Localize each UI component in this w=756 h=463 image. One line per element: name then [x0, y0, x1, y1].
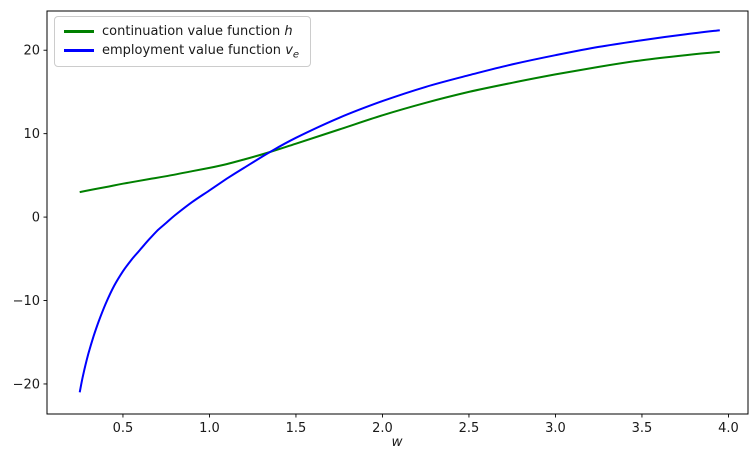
x-tick-label: 4.0 [718, 421, 739, 436]
series-lines [78, 29, 720, 393]
x-tick-label: 2.0 [372, 421, 393, 436]
y-tick-label: 10 [23, 127, 40, 142]
legend: continuation value function h employment… [54, 16, 312, 67]
x-tick-label: 3.0 [545, 421, 566, 436]
legend-line-blue [64, 49, 94, 52]
y-tick-label: 0 [32, 211, 40, 226]
x-axis: 0.5 1.0 1.5 2.0 2.5 3.0 3.5 4.0 [113, 414, 739, 436]
y-tick-label: −10 [13, 294, 40, 309]
y-axis: −20 −10 0 10 20 [13, 44, 47, 392]
legend-line-green [64, 30, 94, 33]
x-tick-label: 1.5 [286, 421, 307, 436]
x-tick-label: 1.0 [199, 421, 220, 436]
legend-entry-h: continuation value function h [64, 22, 299, 41]
line-employment-value-function-ve [78, 29, 720, 393]
legend-label-ve: employment value function ve [102, 43, 300, 61]
legend-entry-ve: employment value function ve [64, 41, 299, 60]
axes-frame [46, 10, 749, 415]
x-axis-label: w [391, 434, 403, 450]
x-tick-label: 3.5 [632, 421, 653, 436]
legend-label-h: continuation value function h [102, 24, 293, 39]
y-tick-label: −20 [13, 377, 40, 392]
x-tick-label: 2.5 [459, 421, 480, 436]
line-continuation-value-function-h [79, 50, 720, 194]
x-tick-label: 0.5 [113, 421, 134, 436]
y-tick-label: 20 [23, 44, 40, 59]
